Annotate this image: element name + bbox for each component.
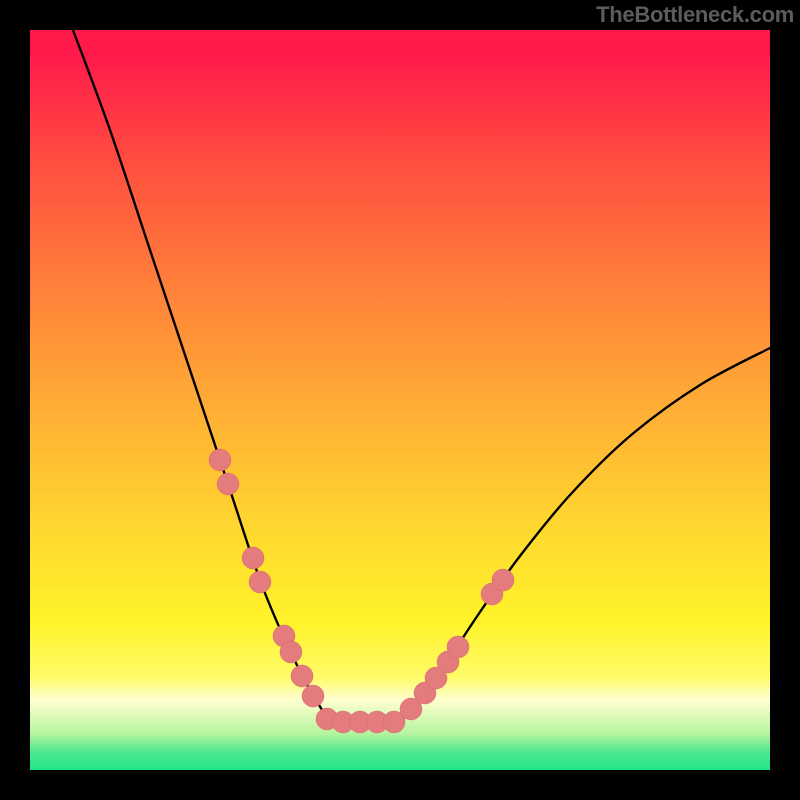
data-marker xyxy=(492,569,514,591)
data-marker xyxy=(249,571,271,593)
data-marker xyxy=(209,449,231,471)
data-marker xyxy=(242,547,264,569)
watermark-text: TheBottleneck.com xyxy=(596,2,794,28)
data-marker xyxy=(302,685,324,707)
data-marker xyxy=(447,636,469,658)
plot-background xyxy=(30,30,770,770)
data-marker xyxy=(280,641,302,663)
data-marker xyxy=(291,665,313,687)
data-marker xyxy=(217,473,239,495)
bottleneck-chart xyxy=(0,0,800,800)
